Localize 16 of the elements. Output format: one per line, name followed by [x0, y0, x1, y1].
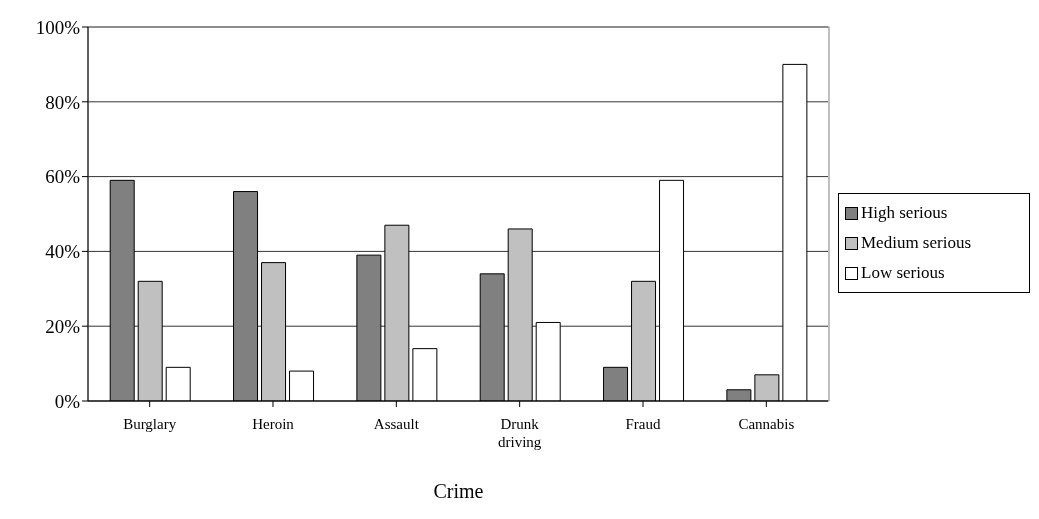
x-tick-label: Burglary: [123, 416, 177, 432]
legend-label: High serious: [861, 203, 948, 223]
x-tick-label: Fraud: [625, 416, 661, 432]
x-tick-label: Assault: [373, 416, 420, 432]
x-tick-label: Heroin: [252, 416, 295, 432]
legend-label: Low serious: [861, 263, 945, 283]
legend-label: Medium serious: [861, 233, 972, 253]
y-tick-label: 80%: [45, 91, 81, 113]
x-tick-label: Drunk driving: [497, 416, 542, 450]
y-tick-label: 40%: [45, 241, 81, 263]
x-tick-label: Cannabis: [738, 416, 795, 432]
y-tick-label: 60%: [45, 166, 81, 188]
y-tick-label: 0%: [54, 390, 81, 412]
y-tick-label: 100%: [35, 16, 81, 38]
y-tick-label: 20%: [45, 315, 81, 337]
x-axis-title: Crime: [432, 480, 485, 503]
